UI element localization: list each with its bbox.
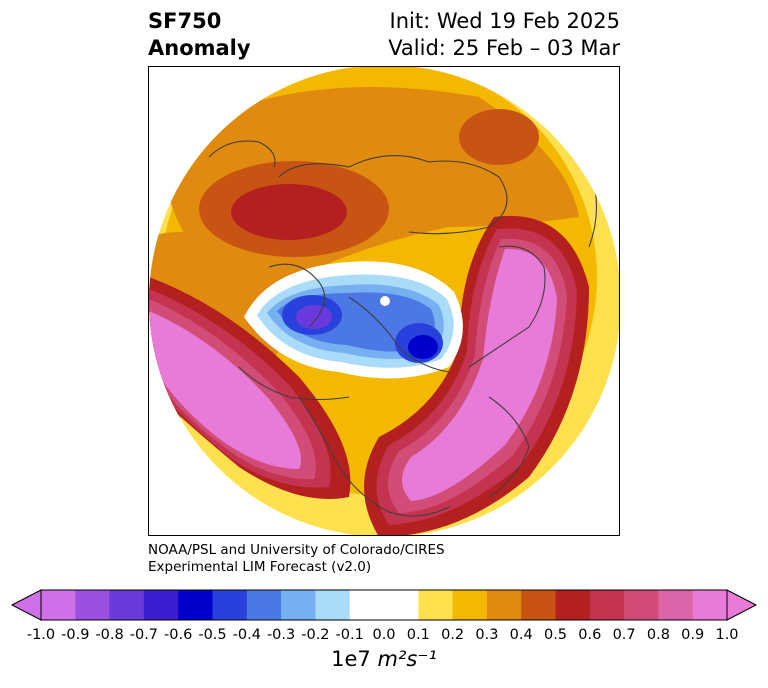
colorbar-tick-label: 0.3 xyxy=(475,627,499,643)
colorbar-tick-label: -0.7 xyxy=(129,627,159,643)
colorbar-cell xyxy=(246,590,282,620)
colorbar-cell xyxy=(178,590,213,620)
colorbar-cell xyxy=(452,590,488,620)
north-pole-marker xyxy=(380,296,390,306)
colorbar-tick-label: 0.9 xyxy=(681,627,705,643)
colorbar-cell xyxy=(521,590,556,620)
colorbar-cell xyxy=(692,590,728,620)
colorbar-cell xyxy=(281,590,316,620)
polar-map xyxy=(148,66,620,536)
colorbar-tick-label: -0.5 xyxy=(198,627,227,643)
colorbar-cell xyxy=(41,590,76,620)
anomaly-label: Anomaly xyxy=(148,36,251,60)
colorbar-low-arrow xyxy=(10,589,42,621)
colorbar-cell xyxy=(384,590,419,620)
colorbar-cell xyxy=(555,590,591,620)
field-level-0.9-pacific xyxy=(149,311,301,469)
colorbar-tick-label: 0.5 xyxy=(543,627,568,643)
colorbar-cell xyxy=(109,590,145,620)
colorbar-cell xyxy=(143,590,179,620)
credit-line-2: Experimental LIM Forecast (v2.0) xyxy=(148,559,372,575)
colorbar xyxy=(10,589,758,621)
colorbar-outline xyxy=(40,589,728,621)
anomaly-map-svg xyxy=(149,67,619,535)
map-title-left: SF750 Anomaly xyxy=(148,8,251,62)
colorbar-cell xyxy=(418,590,454,620)
map-title-right: Init: Wed 19 Feb 2025 Valid: 25 Feb – 03… xyxy=(388,8,620,62)
coastlines xyxy=(208,106,598,517)
colorbar-tick-label: -0.2 xyxy=(301,627,330,643)
colorbar-tick-label: -0.1 xyxy=(335,627,364,643)
field-level-0.5-asia xyxy=(231,184,347,240)
colorbar-tick-label: -0.4 xyxy=(232,627,261,643)
colorbar-tick-label: 0.7 xyxy=(612,627,636,643)
field-level-0.9-atlantic xyxy=(402,248,557,501)
credit-line-1: NOAA/PSL and University of Colorado/CIRE… xyxy=(148,542,445,558)
colorbar-tick-label: -0.9 xyxy=(61,627,90,643)
colorbar-tick-label: -1.0 xyxy=(26,627,56,643)
colorbar-tick-label: 0.6 xyxy=(578,627,602,643)
colorbar-tick-label: -0.3 xyxy=(266,627,296,643)
colorbar-tick-label: 0.8 xyxy=(646,627,670,643)
colorbar-ticks: -1.0 -0.9 -0.8 -0.7 -0.6 -0.5 -0.4 -0.3 -0.2 -0.1… xyxy=(0,627,768,647)
init-date-label: Init: Wed 19 Feb 2025 xyxy=(389,9,620,33)
colorbar-high-arrow xyxy=(726,589,758,621)
colorbar-cell xyxy=(315,590,351,620)
colorbar-cell xyxy=(349,590,385,620)
colorbar-cell xyxy=(624,590,659,620)
colorbar-tick-label: 0.1 xyxy=(406,627,430,643)
colorbar-cell xyxy=(212,590,248,620)
colorbar-cell xyxy=(486,590,522,620)
valid-range-label: Valid: 25 Feb – 03 Mar xyxy=(388,36,620,60)
credit-text: NOAA/PSL and University of Colorado/CIRE… xyxy=(148,542,445,576)
colorbar-tick-label: -0.8 xyxy=(95,627,124,643)
units-prefix: 1e7 xyxy=(331,647,371,671)
colorbar-tick-label: -0.6 xyxy=(164,627,193,643)
field-level-neg0.7-west xyxy=(296,305,332,329)
colorbar-tick-label: 0.4 xyxy=(509,627,533,643)
units-math: m²s⁻¹ xyxy=(377,647,437,671)
colorbar-units: 1e7 m²s⁻¹ xyxy=(0,647,768,671)
colorbar-cell xyxy=(75,590,111,620)
field-level-0.4-arctic xyxy=(459,109,539,165)
colorbar-tick-label: 1.0 xyxy=(715,627,739,643)
colorbar-tick-label: 0.2 xyxy=(441,627,465,643)
colorbar-cell xyxy=(589,590,625,620)
field-level-neg0.6-east xyxy=(408,335,438,359)
colorbar-tick-label: 0.0 xyxy=(372,627,396,643)
variable-label: SF750 xyxy=(148,9,222,33)
colorbar-cell xyxy=(658,590,694,620)
